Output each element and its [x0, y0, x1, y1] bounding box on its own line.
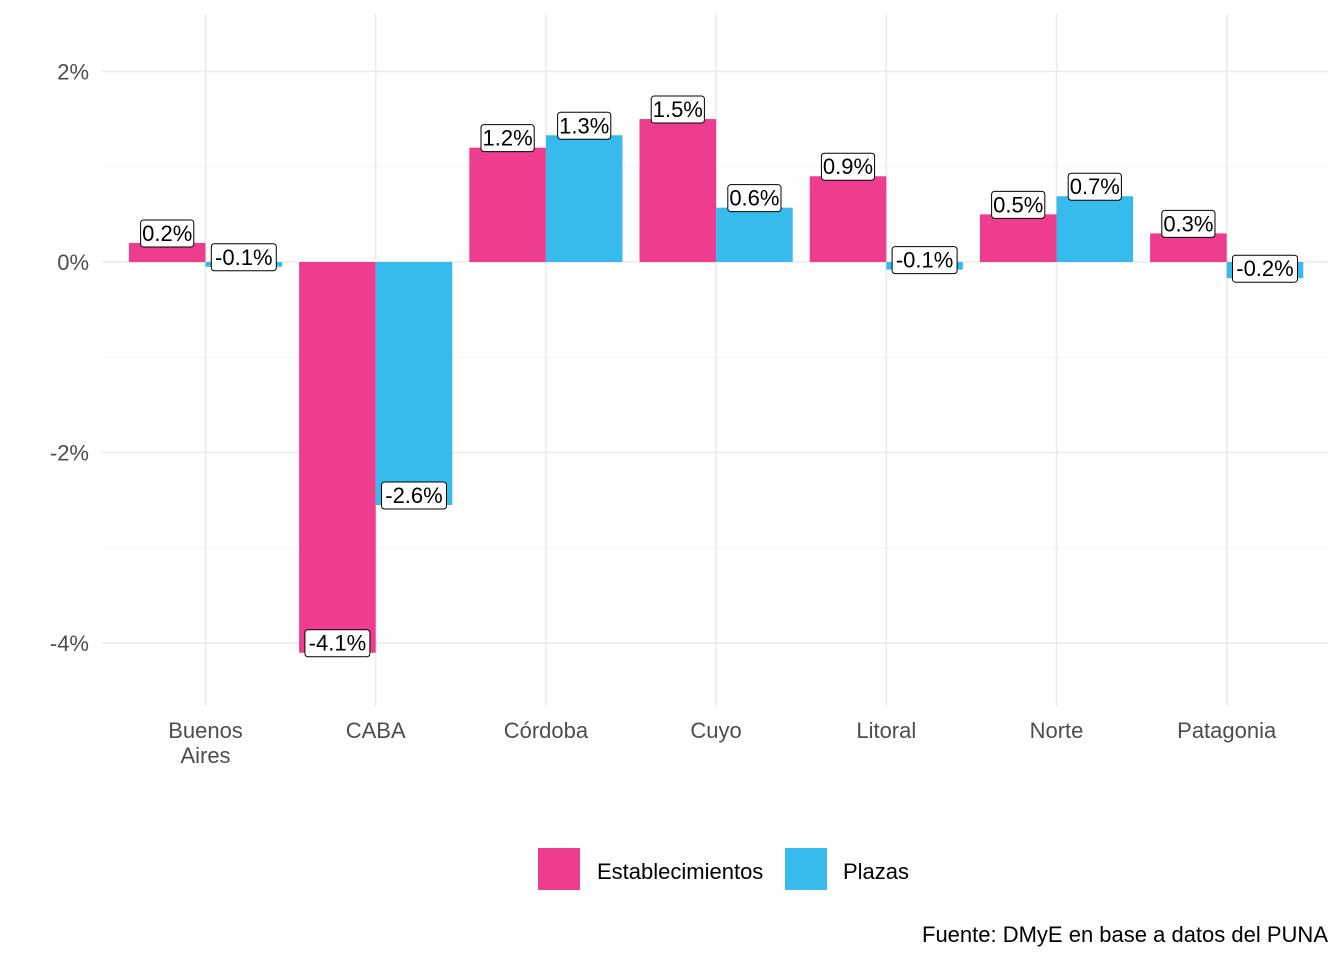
data-label-text: 0.2%	[142, 221, 192, 246]
x-tick-label: CABA	[346, 718, 406, 743]
bar-plazas	[1056, 196, 1134, 262]
bar-establecimientos	[299, 262, 376, 653]
bar-establecimientos	[1150, 233, 1227, 262]
data-label: 0.7%	[1067, 172, 1122, 201]
data-label-text: -0.2%	[1236, 256, 1293, 281]
bar-plazas	[375, 262, 453, 506]
data-label: -0.1%	[891, 246, 958, 275]
legend-label: Establecimientos	[597, 859, 763, 884]
legend-item: Establecimientos	[538, 848, 763, 890]
data-label-text: 1.2%	[483, 126, 533, 151]
x-axis: Buenos Aires CABA Córdoba Cuyo Litoral Norte Pa…	[168, 718, 1277, 768]
bar-establecimientos	[809, 176, 887, 262]
bar-plazas	[716, 207, 793, 262]
data-label: 0.9%	[820, 152, 876, 181]
bar-establecimientos	[979, 214, 1057, 262]
data-label-text: 1.3%	[559, 113, 609, 138]
data-label-text: -0.1%	[896, 248, 953, 273]
x-tick-label: Litoral	[856, 718, 916, 743]
y-tick-label: -2%	[50, 441, 89, 466]
data-label-text: -0.1%	[215, 245, 272, 270]
data-label: -0.1%	[210, 243, 277, 272]
data-label-text: 0.5%	[993, 192, 1043, 217]
y-axis: 2% 0% -2% -4%	[50, 59, 89, 656]
grid-lines	[102, 14, 1328, 706]
data-label-text: -2.6%	[385, 483, 442, 508]
caption: Fuente: DMyE en base a datos del PUNA	[922, 922, 1328, 947]
x-tick-label: Cuyo	[690, 718, 741, 743]
x-tick-label: Norte	[1030, 718, 1084, 743]
data-label: 1.5%	[650, 95, 705, 124]
data-label-text: -4.1%	[309, 631, 366, 656]
data-label: -0.2%	[1232, 254, 1298, 283]
data-label: -4.1%	[304, 629, 371, 658]
y-tick-label: 2%	[57, 59, 89, 84]
y-tick-label: 0%	[57, 250, 89, 275]
data-label-text: 0.9%	[823, 154, 873, 179]
x-tick-label: Córdoba	[504, 718, 589, 743]
data-label-text: 0.6%	[729, 186, 779, 211]
bar-establecimientos	[469, 147, 546, 262]
data-label-text: 0.3%	[1163, 211, 1213, 236]
bar-establecimientos	[128, 242, 206, 262]
bar-establecimientos	[639, 119, 717, 262]
bar-plazas	[545, 135, 623, 262]
data-label: -2.6%	[381, 481, 447, 510]
data-label: 0.2%	[140, 219, 195, 248]
data-label: 0.3%	[1161, 209, 1216, 238]
data-label: 0.6%	[727, 184, 782, 213]
data-label: 0.5%	[991, 190, 1046, 219]
x-tick-label: Buenos Aires	[168, 718, 243, 768]
bars	[128, 119, 1304, 653]
x-tick-label: Patagonia	[1177, 718, 1277, 743]
data-label: 1.2%	[480, 124, 535, 153]
legend: Establecimientos Plazas	[538, 848, 909, 890]
legend-label: Plazas	[843, 859, 909, 884]
data-label-text: 1.5%	[653, 97, 703, 122]
y-tick-label: -4%	[50, 631, 89, 656]
legend-item: Plazas	[785, 848, 909, 890]
data-labels: 0.2% -4.1% 1.2% 1.5% 0.9% 0.5% 0.3% -0.1% -2.6% 1…	[140, 95, 1298, 658]
legend-key	[538, 848, 580, 890]
data-label-text: 0.7%	[1070, 174, 1120, 199]
legend-key	[785, 848, 827, 890]
data-label: 1.3%	[557, 111, 612, 140]
